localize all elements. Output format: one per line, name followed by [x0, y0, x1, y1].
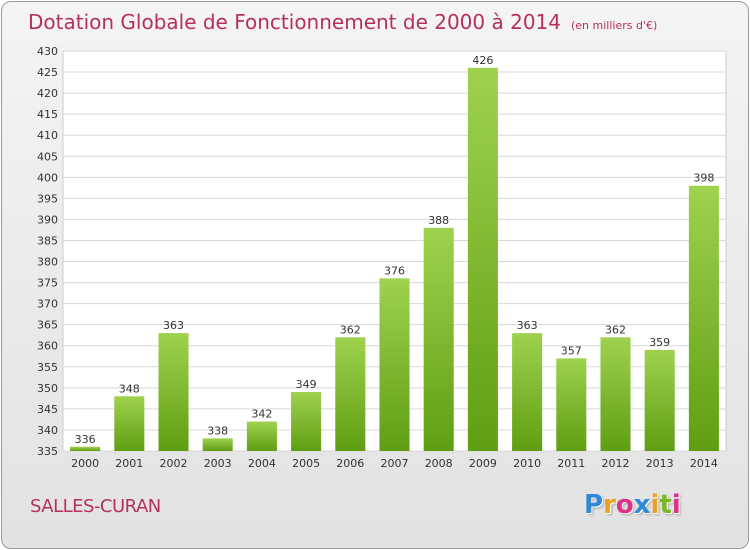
- x-tick-label: 2005: [292, 457, 320, 470]
- x-tick-label: 2003: [204, 457, 232, 470]
- x-tick-label: 2008: [425, 457, 453, 470]
- y-tick-label: 385: [37, 234, 58, 247]
- bar-value-label: 362: [340, 323, 361, 336]
- x-tick-label: 2006: [336, 457, 364, 470]
- bar-2011: [556, 358, 587, 451]
- bar-2014: [688, 185, 719, 451]
- y-tick-label: 410: [37, 129, 58, 142]
- bar-2013: [644, 349, 675, 451]
- logo-letter: P: [584, 490, 604, 520]
- logo-letter: i: [671, 490, 681, 520]
- x-tick-label: 2013: [646, 457, 674, 470]
- y-tick-label: 415: [37, 108, 58, 121]
- bar-2001: [114, 396, 145, 451]
- y-tick-label: 400: [37, 171, 58, 184]
- bar-value-label: 348: [119, 382, 140, 395]
- x-tick-label: 2000: [71, 457, 99, 470]
- y-tick-label: 425: [37, 66, 58, 79]
- y-tick-label: 365: [37, 319, 58, 332]
- bar-2003: [202, 438, 233, 451]
- logo-letter: o: [615, 490, 634, 520]
- bar-value-label: 359: [649, 336, 670, 349]
- chart-title: Dotation Globale de Fonctionnement de 20…: [28, 10, 657, 34]
- x-tick-label: 2014: [690, 457, 718, 470]
- bar-2007: [379, 278, 410, 451]
- logo-letter: t: [659, 490, 672, 520]
- bar-value-label: 376: [384, 264, 405, 277]
- bar-2009: [467, 67, 498, 451]
- chart-title-text: Dotation Globale de Fonctionnement de 20…: [28, 10, 561, 34]
- bar-2010: [512, 333, 543, 451]
- bar-value-label: 398: [693, 172, 714, 185]
- logo-letter: r: [603, 490, 616, 520]
- x-tick-label: 2012: [602, 457, 630, 470]
- bar-2004: [246, 421, 277, 451]
- bars: 336 348 363 338 342 349 362 376 388 426 363 357 362 3…: [70, 54, 719, 451]
- bar-2002: [158, 333, 189, 451]
- bar-2012: [600, 337, 631, 451]
- bar-value-label: 342: [251, 408, 272, 421]
- x-axis: 2000 2001 2002 2003 2004 2005 2006 2007 2008 2009…: [71, 457, 718, 470]
- bar-2006: [335, 337, 366, 451]
- y-tick-label: 390: [37, 213, 58, 226]
- bar-2008: [423, 227, 454, 451]
- y-tick-label: 430: [37, 45, 58, 58]
- commune-name: SALLES-CURAN: [30, 496, 161, 517]
- y-tick-label: 370: [37, 298, 58, 311]
- x-tick-label: 2002: [160, 457, 188, 470]
- y-tick-label: 420: [37, 87, 58, 100]
- y-tick-label: 375: [37, 277, 58, 290]
- x-tick-label: 2001: [115, 457, 143, 470]
- logo-letter: i: [650, 490, 660, 520]
- x-tick-label: 2011: [557, 457, 585, 470]
- bar-value-label: 362: [605, 323, 626, 336]
- y-tick-label: 395: [37, 192, 58, 205]
- y-tick-label: 350: [37, 382, 58, 395]
- bar-value-label: 426: [472, 54, 493, 67]
- x-tick-label: 2009: [469, 457, 497, 470]
- y-tick-label: 405: [37, 150, 58, 163]
- bar-value-label: 363: [517, 319, 538, 332]
- y-tick-label: 380: [37, 256, 58, 269]
- x-tick-label: 2007: [381, 457, 409, 470]
- bar-value-label: 357: [561, 344, 582, 357]
- bar-2000: [70, 446, 101, 451]
- bar-value-label: 338: [207, 424, 228, 437]
- bar-value-label: 336: [75, 433, 96, 446]
- x-tick-label: 2010: [513, 457, 541, 470]
- logo-letter: x: [633, 490, 651, 520]
- chart-subtitle: (en milliers d'€): [571, 19, 658, 32]
- proxiti-logo: Proxiti: [584, 490, 681, 520]
- bar-value-label: 363: [163, 319, 184, 332]
- bar-value-label: 349: [296, 378, 317, 391]
- y-tick-label: 335: [37, 445, 58, 458]
- y-axis: 335 340 345 350 355 360 365 370 375 380 385 390 395 4…: [37, 45, 58, 458]
- x-tick-label: 2004: [248, 457, 276, 470]
- y-tick-label: 345: [37, 403, 58, 416]
- y-tick-label: 355: [37, 361, 58, 374]
- y-tick-label: 360: [37, 340, 58, 353]
- bar-value-label: 388: [428, 214, 449, 227]
- bar-2005: [291, 392, 322, 451]
- y-tick-label: 340: [37, 424, 58, 437]
